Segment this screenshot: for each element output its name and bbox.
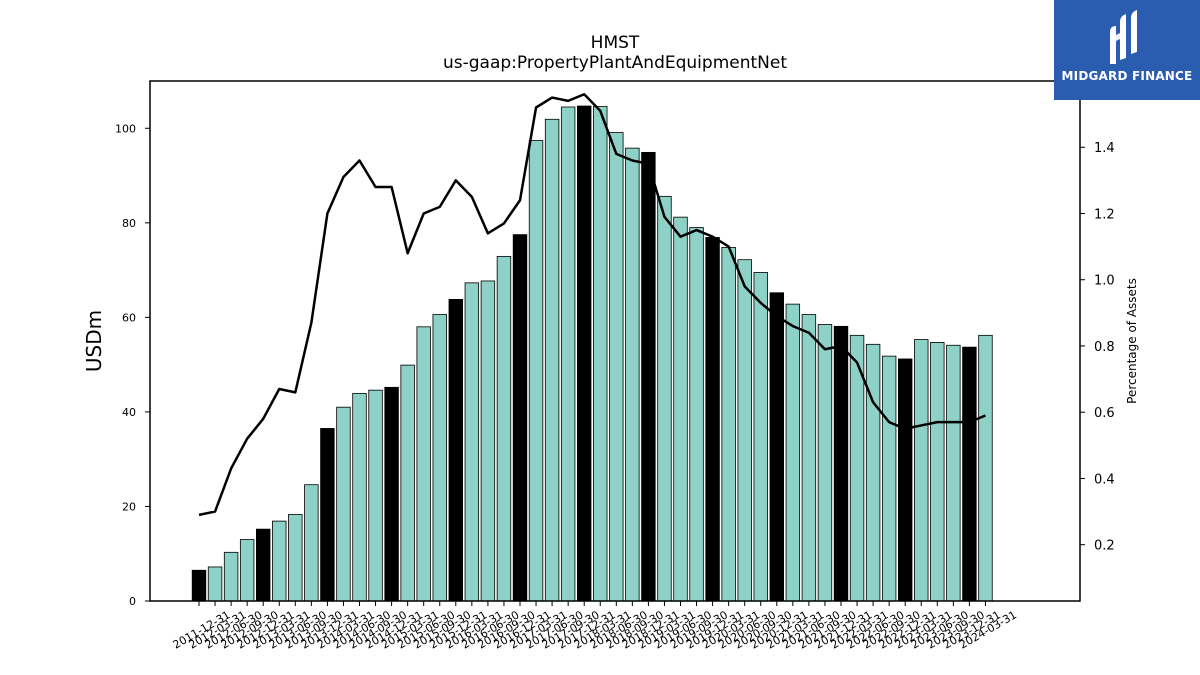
bar bbox=[801, 314, 817, 602]
y-tick-label: 20 bbox=[122, 500, 136, 513]
bar bbox=[288, 514, 303, 602]
bar bbox=[641, 151, 656, 602]
bar bbox=[753, 272, 768, 602]
y-right-tick-label: 1.2 bbox=[1094, 207, 1115, 222]
bar bbox=[496, 255, 512, 602]
bar bbox=[962, 346, 977, 602]
bar bbox=[464, 282, 480, 602]
y-right-tick-label: 0.8 bbox=[1094, 340, 1115, 355]
bar bbox=[769, 292, 785, 602]
midgard-logo-icon bbox=[1110, 10, 1137, 64]
bar bbox=[432, 314, 447, 602]
bar bbox=[544, 118, 560, 602]
bar bbox=[689, 227, 704, 602]
y-tick-label: 40 bbox=[122, 406, 136, 419]
bar bbox=[336, 406, 351, 602]
bar bbox=[352, 393, 367, 602]
bar bbox=[384, 386, 399, 602]
y-tick-label: 80 bbox=[122, 217, 136, 230]
bar bbox=[577, 105, 592, 602]
bar bbox=[191, 569, 207, 602]
bar bbox=[239, 539, 255, 602]
bar bbox=[898, 358, 913, 602]
bar bbox=[609, 132, 624, 602]
bar bbox=[480, 280, 496, 602]
axes-group: 0204060801000.20.40.60.81.01.21.42011-12… bbox=[115, 80, 1115, 652]
y-tick-label: 60 bbox=[122, 311, 136, 324]
bar bbox=[881, 355, 897, 602]
series-line bbox=[198, 93, 986, 517]
brand-logo-text: MIDGARD FINANCE bbox=[1061, 69, 1193, 83]
bar bbox=[946, 344, 961, 602]
bar bbox=[304, 484, 319, 602]
bar bbox=[914, 339, 929, 602]
bar bbox=[400, 364, 415, 602]
bar bbox=[320, 428, 335, 602]
y-axis-label: USDm bbox=[82, 310, 106, 372]
chart-subtitle: us-gaap:PropertyPlantAndEquipmentNet bbox=[443, 53, 787, 73]
bar bbox=[560, 106, 576, 602]
bar bbox=[223, 551, 239, 602]
bar bbox=[512, 234, 528, 602]
bar bbox=[625, 147, 640, 602]
bar bbox=[737, 259, 752, 602]
y-axis-right-label: Percentage of Assets bbox=[1125, 278, 1139, 404]
bar bbox=[833, 325, 849, 602]
bar bbox=[272, 520, 287, 602]
bars-group bbox=[191, 105, 993, 602]
y-right-tick-label: 1.4 bbox=[1094, 141, 1115, 156]
bar bbox=[448, 298, 464, 602]
line-group bbox=[198, 93, 986, 517]
bar bbox=[673, 216, 688, 602]
plot-frame bbox=[149, 80, 1081, 602]
y-right-tick-label: 0.2 bbox=[1094, 539, 1115, 554]
bar bbox=[255, 528, 271, 602]
bar bbox=[657, 195, 672, 602]
y-tick-label: 0 bbox=[129, 595, 136, 608]
bar bbox=[416, 326, 431, 602]
bar bbox=[528, 140, 544, 602]
bar bbox=[817, 324, 833, 602]
y-tick-label: 100 bbox=[115, 122, 136, 135]
bar bbox=[721, 246, 736, 602]
y-right-tick-label: 0.6 bbox=[1094, 406, 1115, 421]
bar bbox=[207, 566, 223, 602]
chart-title: HMST bbox=[591, 33, 640, 53]
bar bbox=[978, 334, 993, 602]
brand-logo: MIDGARD FINANCE bbox=[1054, 0, 1200, 100]
bar bbox=[593, 106, 608, 602]
bar bbox=[785, 303, 801, 602]
bar bbox=[930, 342, 945, 602]
y-right-tick-label: 0.4 bbox=[1094, 472, 1115, 487]
y-right-tick-label: 1.0 bbox=[1094, 274, 1115, 289]
bar bbox=[865, 343, 881, 602]
bar bbox=[705, 237, 720, 602]
bar bbox=[368, 389, 383, 602]
